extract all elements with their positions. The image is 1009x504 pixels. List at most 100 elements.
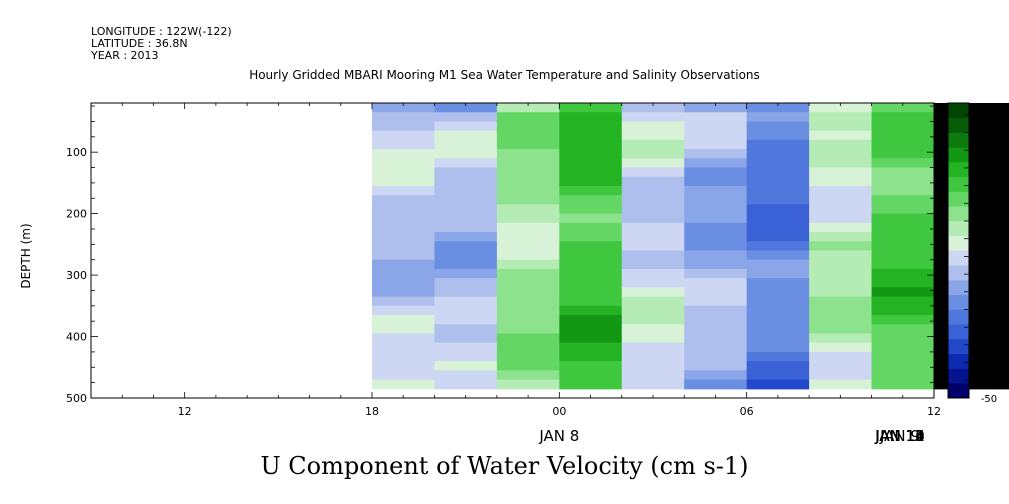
heatmap-cell — [746, 296, 810, 307]
colorbar-segment — [948, 383, 969, 399]
heatmap-cell — [684, 268, 748, 279]
heatmap-cell — [684, 370, 748, 381]
heatmap-cell — [746, 195, 810, 206]
heatmap-cell — [684, 204, 748, 215]
heatmap-cell — [372, 370, 436, 381]
heatmap-cell — [559, 351, 623, 362]
heatmap-cell — [871, 222, 935, 233]
heatmap-cell — [684, 232, 748, 242]
heatmap-cell — [372, 333, 436, 344]
heatmap-cell — [559, 158, 623, 169]
heatmap-cell — [684, 287, 748, 298]
heatmap-cell — [996, 287, 1009, 298]
heatmap-cell — [621, 222, 685, 233]
colorbar-tick-label: 46 — [983, 111, 996, 122]
heatmap-cell — [621, 103, 685, 113]
heatmap-cell — [496, 130, 560, 141]
heatmap-cell — [621, 351, 685, 362]
heatmap-cell — [871, 379, 935, 390]
heatmap-cell — [746, 121, 810, 132]
colorbar-segment — [948, 309, 969, 325]
heatmap-cell — [496, 315, 560, 325]
heatmap-cell — [871, 351, 935, 362]
heatmap-cell — [996, 278, 1009, 288]
heatmap-cell — [684, 195, 748, 206]
heatmap-cell — [684, 324, 748, 335]
heatmap-cell — [434, 268, 498, 279]
heatmap-cell — [684, 149, 748, 159]
heatmap-cell — [809, 351, 873, 362]
year-label: YEAR : 2013 — [91, 49, 159, 62]
heatmap-cell — [372, 222, 436, 233]
x-date-label: JAN 8 — [538, 427, 579, 445]
heatmap-cell — [559, 112, 623, 123]
heatmap-cell — [434, 112, 498, 123]
heatmap-cell — [746, 176, 810, 187]
x-date-label: JAN 14 — [874, 427, 925, 445]
heatmap-cell — [809, 149, 873, 159]
heatmap-cell — [996, 351, 1009, 362]
heatmap-cell — [809, 324, 873, 335]
heatmap-cell — [559, 149, 623, 159]
heatmap-cell — [559, 361, 623, 371]
heatmap-cell — [809, 296, 873, 307]
colorbar-segment — [948, 176, 969, 192]
colorbar-segment — [948, 280, 969, 296]
heatmap-cell — [871, 103, 935, 113]
heatmap-cell — [746, 268, 810, 279]
heatmap-cell — [996, 370, 1009, 381]
heatmap-cell — [559, 296, 623, 307]
heatmap-cell — [746, 139, 810, 150]
heatmap-cell — [684, 176, 748, 187]
heatmap-cell — [746, 167, 810, 178]
heatmap-cell — [559, 130, 623, 141]
x-date-label: JAN 15 — [874, 427, 925, 445]
heatmap-cell — [871, 361, 935, 371]
colorbar-segment — [948, 103, 969, 119]
heatmap-cell — [871, 315, 935, 325]
heatmap-cell — [746, 185, 810, 196]
heatmap-cell — [621, 296, 685, 307]
heatmap-cell — [684, 103, 748, 113]
x-hour-tick-label: 12 — [927, 405, 941, 418]
x-date-label: JAN 9 — [879, 427, 920, 445]
heatmap-cell — [559, 342, 623, 353]
heatmap-cell — [496, 259, 560, 270]
heatmap-cell — [372, 139, 436, 150]
heatmap-cell — [871, 121, 935, 132]
heatmap-cell — [496, 296, 560, 307]
heatmap-cell — [996, 250, 1009, 261]
heatmap-cell — [621, 324, 685, 335]
heatmap-cell — [684, 333, 748, 344]
chart-title: Hourly Gridded MBARI Mooring M1 Sea Wate… — [249, 68, 760, 82]
heatmap-cell — [372, 342, 436, 353]
heatmap-cell — [809, 305, 873, 316]
heatmap-cell — [996, 204, 1009, 215]
heatmap-cell — [496, 379, 560, 390]
heatmap-cell — [746, 250, 810, 261]
heatmap-cell — [559, 370, 623, 381]
heatmap-cell — [684, 158, 748, 169]
heatmap-cell — [871, 342, 935, 353]
heatmap-cell — [809, 232, 873, 242]
colorbar-tick-label: -38 — [981, 359, 997, 370]
heatmap-cell — [559, 195, 623, 206]
heatmap-cell — [684, 278, 748, 288]
heatmap-cell — [809, 287, 873, 298]
colorbar-segment — [948, 368, 969, 384]
heatmap-cell — [871, 158, 935, 169]
heatmap-cell — [372, 324, 436, 335]
heatmap-cell — [809, 333, 873, 344]
heatmap-cell — [809, 379, 873, 390]
heatmap-cell — [372, 351, 436, 362]
x-hour-tick-label: 06 — [740, 405, 754, 418]
heatmap-cell — [559, 176, 623, 187]
heatmap-cell — [372, 361, 436, 371]
heatmap-cell — [746, 112, 810, 123]
heatmap-cell — [809, 158, 873, 169]
heatmap-cell — [684, 139, 748, 150]
heatmap-cell — [746, 315, 810, 325]
heatmap-cell — [996, 121, 1009, 132]
heatmap-cell — [559, 241, 623, 252]
